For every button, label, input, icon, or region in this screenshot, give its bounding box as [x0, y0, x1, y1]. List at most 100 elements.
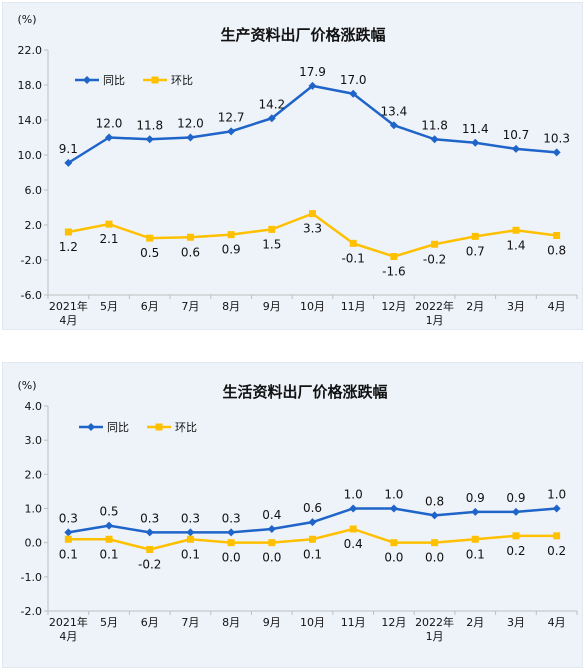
legend-marker-0	[83, 76, 91, 84]
x-tick-label: 2022年 1月	[415, 299, 454, 327]
series-point-0	[145, 528, 154, 537]
x-tick-label-line: 12月	[381, 300, 406, 313]
legend-label: 环比	[175, 421, 197, 434]
series-point-0	[308, 81, 317, 90]
series-point-1	[349, 525, 357, 533]
series-point-0	[227, 127, 236, 136]
y-tick-label: 2.0	[25, 219, 43, 232]
x-tick-label: 2021年 4月	[49, 299, 88, 327]
data-label: 0.7	[466, 244, 485, 258]
x-tick-label: 8月	[222, 616, 240, 629]
y-tick-label: 14.0	[18, 114, 43, 127]
x-tick-label-line: 9月	[263, 616, 281, 629]
series-point-0	[552, 504, 561, 513]
data-label: -0.2	[138, 558, 161, 572]
series-point-1	[227, 231, 235, 239]
x-tick-label: 10月	[300, 300, 325, 313]
y-tick-label: 2.0	[25, 468, 43, 481]
y-tick-label: -2.0	[21, 605, 42, 618]
series-point-1	[431, 539, 439, 547]
series-point-1	[431, 240, 439, 248]
x-tick-label-line: 2022年	[415, 299, 454, 313]
data-label: 3.3	[303, 222, 322, 236]
series-point-0	[349, 504, 358, 513]
x-tick-label: 3月	[507, 300, 525, 313]
x-tick-label-line: 10月	[300, 616, 325, 629]
x-tick-label: 6月	[141, 300, 159, 313]
series-point-1	[105, 535, 113, 543]
series-point-1	[105, 220, 113, 228]
legend-marker-1	[155, 423, 163, 431]
x-tick-label: 5月	[100, 616, 118, 629]
x-tick-label-line: 12月	[381, 616, 406, 629]
data-label: 0.4	[262, 508, 281, 522]
series-point-0	[186, 133, 195, 142]
data-label: 11.8	[136, 118, 163, 132]
series-point-1	[186, 535, 194, 543]
y-tick-label: -1.0	[21, 571, 42, 584]
data-label: 0.8	[547, 244, 566, 258]
series-point-1	[186, 233, 194, 241]
data-label: 11.4	[462, 122, 489, 136]
data-label: 1.0	[547, 488, 566, 502]
x-tick-label: 4月	[548, 300, 566, 313]
data-label: 0.5	[140, 246, 159, 260]
legend-label: 同比	[103, 74, 125, 87]
series-point-0	[308, 518, 317, 527]
series-point-0	[105, 133, 114, 142]
x-tick-label-line: 10月	[300, 300, 325, 313]
series-point-0	[267, 114, 276, 123]
y-tick-label: 10.0	[18, 149, 43, 162]
data-label: 0.5	[99, 505, 118, 519]
x-tick-label-line: 5月	[100, 616, 118, 629]
legend-marker-1	[151, 76, 159, 84]
series-point-0	[389, 504, 398, 513]
y-tick-label: 18.0	[18, 79, 43, 92]
series-point-1	[553, 232, 561, 239]
series-point-1	[64, 535, 72, 543]
series-point-0	[430, 511, 439, 520]
x-tick-label-line: 4月	[59, 314, 77, 327]
x-tick-label: 9月	[263, 616, 281, 629]
data-label: 0.0	[384, 551, 403, 565]
data-label: 0.1	[181, 547, 200, 561]
y-tick-label: 3.0	[25, 434, 43, 447]
producer-goods-chart: 生产资料出厂价格涨跌幅 (%) 22.0 18.0 14.0 10.0 6.0 2.0 -2.0…	[17, 13, 578, 327]
x-tick-label-line: 11月	[341, 616, 366, 629]
data-label: 0.9	[222, 243, 241, 257]
series-point-0	[186, 528, 195, 537]
data-label: -0.1	[341, 251, 364, 265]
x-tick-label-line: 6月	[141, 616, 159, 629]
y-unit-label: (%)	[17, 379, 36, 392]
chart-title: 生产资料出厂价格涨跌幅	[220, 26, 385, 44]
x-tick-label-line: 11月	[341, 300, 366, 313]
x-tick-label: 7月	[181, 300, 199, 313]
x-tick-label-line: 7月	[181, 300, 199, 313]
series-point-1	[553, 532, 561, 540]
y-tick-label: 0.0	[25, 537, 43, 550]
series-point-1	[390, 253, 398, 260]
x-tick-label: 6月	[141, 616, 159, 629]
data-label: 17.9	[299, 65, 326, 79]
x-tick-label-line: 6月	[141, 300, 159, 313]
x-tick-label-line: 7月	[181, 616, 199, 629]
x-tick-label: 12月	[381, 616, 406, 629]
series-point-0	[145, 135, 154, 144]
data-label: 0.0	[262, 551, 281, 565]
data-label: 0.2	[506, 544, 525, 558]
data-label: 0.3	[140, 511, 159, 525]
data-label: 0.1	[303, 547, 322, 561]
x-tick-label-line: 1月	[426, 630, 444, 643]
y-tick-label: 22.0	[18, 44, 43, 57]
series-point-0	[349, 89, 358, 98]
consumer-goods-chart-panel: 生活资料出厂价格涨跌幅 (%) 4.0 3.0 2.0 1.0 0.0 -1.0 -2.0 202…	[2, 362, 583, 668]
series-point-1	[471, 232, 479, 240]
data-label: 0.9	[506, 491, 525, 505]
x-tick-label-line: 1月	[426, 314, 444, 327]
series-point-0	[105, 521, 114, 530]
data-label: 1.4	[506, 238, 525, 252]
y-tick-label: 1.0	[25, 503, 43, 516]
x-tick-label-line: 8月	[222, 300, 240, 313]
series-point-1	[268, 539, 276, 547]
x-tick-label: 4月	[548, 616, 566, 629]
